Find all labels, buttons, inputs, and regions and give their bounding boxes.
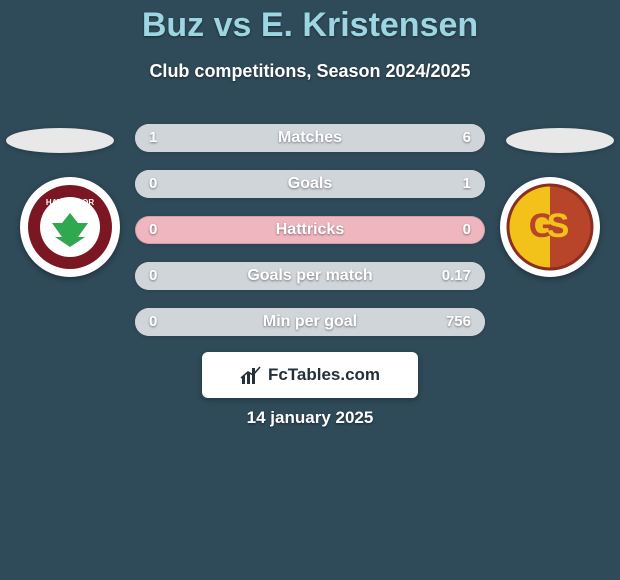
club-badge-right: G S <box>500 177 600 277</box>
stat-bar: 01Goals <box>135 170 485 198</box>
date-text: 14 january 2025 <box>0 408 620 428</box>
stat-label: Hattricks <box>135 216 485 244</box>
stat-bar: 00Hattricks <box>135 216 485 244</box>
stat-bars: 16Matches 01Goals 00Hattricks 00.17Goals pe… <box>135 124 485 354</box>
stat-label: Matches <box>135 124 485 152</box>
hatayspor-crest-icon: HATAYSPOR <box>26 183 114 271</box>
club-badge-right-inner: G S <box>506 183 594 271</box>
page-title: Buz vs E. Kristensen <box>0 6 620 45</box>
galatasaray-crest-icon: G S <box>506 183 594 271</box>
brand-box[interactable]: FcTables.com <box>202 352 418 398</box>
flag-right <box>506 128 614 153</box>
stat-bar: 0756Min per goal <box>135 308 485 336</box>
bar-chart-icon <box>240 364 262 386</box>
comparison-infographic: Buz vs E. Kristensen Club competitions, … <box>0 0 620 580</box>
brand-text: FcTables.com <box>268 365 380 385</box>
club-badge-left: HATAYSPOR <box>20 177 120 277</box>
stat-bar: 00.17Goals per match <box>135 262 485 290</box>
page-subtitle: Club competitions, Season 2024/2025 <box>0 61 620 82</box>
stat-label: Goals per match <box>135 262 485 290</box>
stat-bar: 16Matches <box>135 124 485 152</box>
svg-text:HATAYSPOR: HATAYSPOR <box>46 198 95 207</box>
flag-left <box>6 128 114 153</box>
stat-label: Min per goal <box>135 308 485 336</box>
club-badge-left-inner: HATAYSPOR <box>26 183 114 271</box>
stat-label: Goals <box>135 170 485 198</box>
svg-text:S: S <box>547 207 570 245</box>
